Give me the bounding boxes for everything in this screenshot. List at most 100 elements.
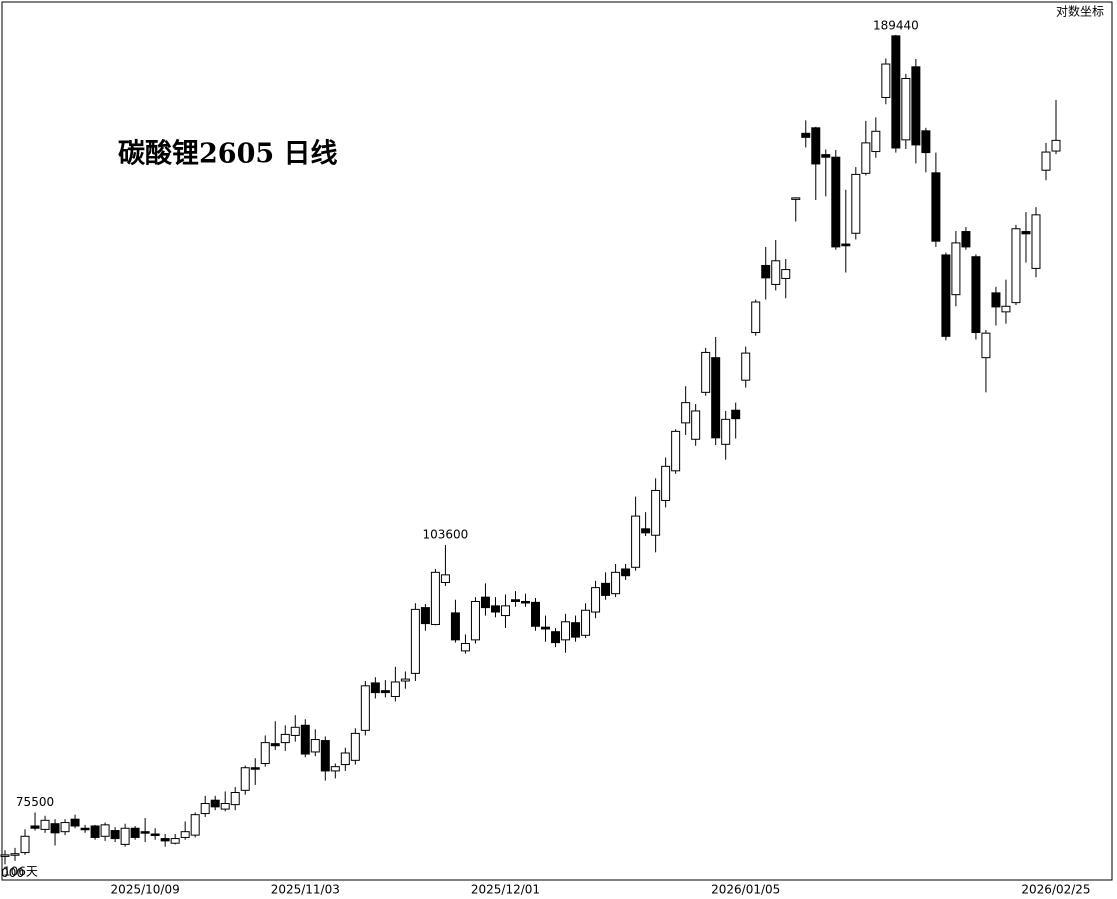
candle-body <box>1051 139 1061 152</box>
candle-body <box>641 528 651 534</box>
candle-body <box>390 681 400 697</box>
x-tick-label: 2025/12/01 <box>471 883 540 897</box>
candle-body <box>450 612 460 641</box>
chart-title: 碳酸锂2605 日线 <box>118 139 338 170</box>
candle-body <box>480 596 490 609</box>
candle-body <box>400 678 410 682</box>
candle-body <box>861 142 871 174</box>
candle-body <box>60 822 70 833</box>
candle-body <box>100 824 110 837</box>
candle-body <box>330 766 340 772</box>
candle-body <box>571 622 581 638</box>
candle-body <box>370 682 380 694</box>
candle-body <box>971 256 981 334</box>
candle-body <box>440 574 450 584</box>
candle-body <box>500 605 510 617</box>
candle-body <box>651 489 661 536</box>
candle-body <box>310 739 320 753</box>
candle-body <box>781 269 791 279</box>
x-tick-label: 2025/10/09 <box>111 883 180 897</box>
candle-body <box>951 242 961 296</box>
candle-body <box>200 803 210 815</box>
candle-body <box>811 127 821 165</box>
candle-body <box>941 254 951 337</box>
candle-body <box>430 571 440 625</box>
candle-body <box>120 827 130 845</box>
candle-body <box>320 740 330 772</box>
candle-body <box>360 685 370 731</box>
candle-body <box>741 352 751 381</box>
candle-body <box>70 818 80 827</box>
candle-body <box>230 792 240 806</box>
candle-body <box>510 599 520 602</box>
candle-body <box>581 609 591 636</box>
candle-body <box>921 130 931 154</box>
candle-body <box>380 690 390 694</box>
candle-body <box>821 154 831 158</box>
candle-body <box>150 833 160 836</box>
candle-body <box>871 130 881 153</box>
candle-body <box>490 605 500 613</box>
candle-body <box>631 515 641 568</box>
period-label: 106天 <box>3 865 38 879</box>
candle-body <box>260 742 270 764</box>
candle-body <box>1031 214 1041 269</box>
candle-body <box>270 743 280 747</box>
candle-body <box>240 767 250 791</box>
candle-body <box>80 827 90 831</box>
candle-body <box>170 838 180 844</box>
candle-body <box>90 825 100 838</box>
log-scale-label: 对数坐标 <box>1056 4 1104 19</box>
candle-body <box>20 835 30 854</box>
candle-body <box>220 803 230 810</box>
x-tick-label: 2026/02/25 <box>1021 883 1090 897</box>
candle-body <box>671 430 681 472</box>
candle-body <box>801 132 811 138</box>
candle-body <box>10 853 20 856</box>
candle-body <box>420 607 430 625</box>
candle-body <box>30 825 40 829</box>
candle-body <box>851 173 861 234</box>
candle-body <box>591 587 601 613</box>
candle-body <box>711 357 721 439</box>
candle-body <box>1041 151 1051 171</box>
candle-body <box>961 231 971 248</box>
candle-body <box>841 243 851 247</box>
candle-body <box>180 831 190 838</box>
candle-body <box>250 767 260 770</box>
candle-body <box>1001 305 1011 313</box>
candle-body <box>531 601 541 627</box>
candle-body <box>551 631 561 644</box>
candle-body <box>0 854 10 857</box>
candle-body <box>911 66 921 146</box>
candle-body <box>611 571 621 595</box>
candle-body <box>931 172 941 242</box>
candle-body <box>210 799 220 808</box>
candle-body <box>541 626 551 630</box>
candle-body <box>300 724 310 755</box>
candle-body <box>410 608 420 674</box>
candle-body <box>280 733 290 744</box>
candle-body <box>190 814 200 836</box>
candle-body <box>791 197 801 200</box>
candle-body <box>110 830 120 840</box>
low-label: 71000 <box>0 866 24 880</box>
candle-body <box>340 752 350 766</box>
candle-body <box>661 465 671 501</box>
candle-body <box>991 292 1001 308</box>
candle-body <box>751 301 761 334</box>
high-label: 75500 <box>16 795 54 809</box>
candle-body <box>350 732 360 761</box>
plot-frame <box>1 1 1113 881</box>
candle-body <box>701 351 711 393</box>
candle-body <box>901 77 911 141</box>
candle-body <box>601 582 611 596</box>
candle-body <box>40 819 50 830</box>
candle-body <box>460 643 470 652</box>
candle-body <box>691 410 701 440</box>
candle-body <box>50 823 60 834</box>
candle-body <box>981 332 991 359</box>
candle-body <box>771 260 781 285</box>
x-tick-label: 2026/01/05 <box>711 883 780 897</box>
